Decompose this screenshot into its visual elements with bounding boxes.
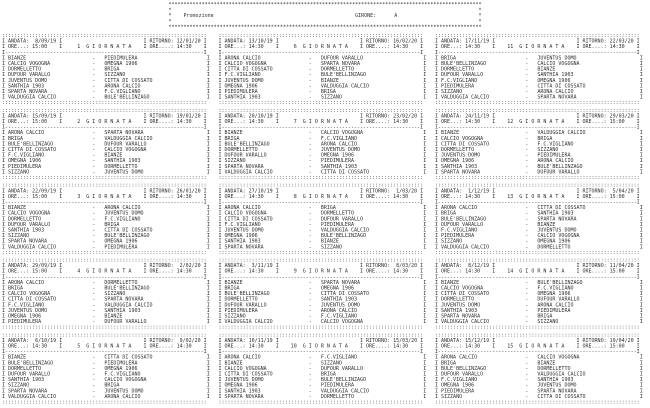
giornata-block-2: ::::::::::::::::::::::::::::::::::::::::… [2, 107, 210, 181]
giornata-block-6: ::::::::::::::::::::::::::::::::::::::::… [218, 33, 427, 106]
giornata-block-5: ::::::::::::::::::::::::::::::::::::::::… [2, 332, 210, 406]
league-header-box: ****************************************… [168, 2, 482, 30]
giornata-block-7: ::::::::::::::::::::::::::::::::::::::::… [218, 107, 427, 181]
giornata-block-14: ::::::::::::::::::::::::::::::::::::::::… [435, 257, 643, 331]
giornata-block-3: ::::::::::::::::::::::::::::::::::::::::… [2, 182, 210, 256]
giornata-block-8: ::::::::::::::::::::::::::::::::::::::::… [218, 182, 427, 256]
giornata-block-10: ::::::::::::::::::::::::::::::::::::::::… [218, 332, 427, 406]
giornata-block-9: ::::::::::::::::::::::::::::::::::::::::… [218, 257, 427, 331]
giornate-grid: ::::::::::::::::::::::::::::::::::::::::… [0, 33, 650, 407]
giornata-block-4: ::::::::::::::::::::::::::::::::::::::::… [2, 257, 210, 331]
giornata-block-13: ::::::::::::::::::::::::::::::::::::::::… [435, 182, 643, 256]
giornate-column-1: ::::::::::::::::::::::::::::::::::::::::… [2, 33, 219, 407]
giornata-block-15: ::::::::::::::::::::::::::::::::::::::::… [435, 332, 643, 406]
giornata-block-1: ::::::::::::::::::::::::::::::::::::::::… [2, 33, 210, 106]
giornata-block-11: ::::::::::::::::::::::::::::::::::::::::… [435, 33, 643, 106]
giornata-block-12: ::::::::::::::::::::::::::::::::::::::::… [435, 107, 643, 181]
giornate-column-2: ::::::::::::::::::::::::::::::::::::::::… [219, 33, 436, 407]
giornate-column-3: ::::::::::::::::::::::::::::::::::::::::… [435, 33, 650, 407]
